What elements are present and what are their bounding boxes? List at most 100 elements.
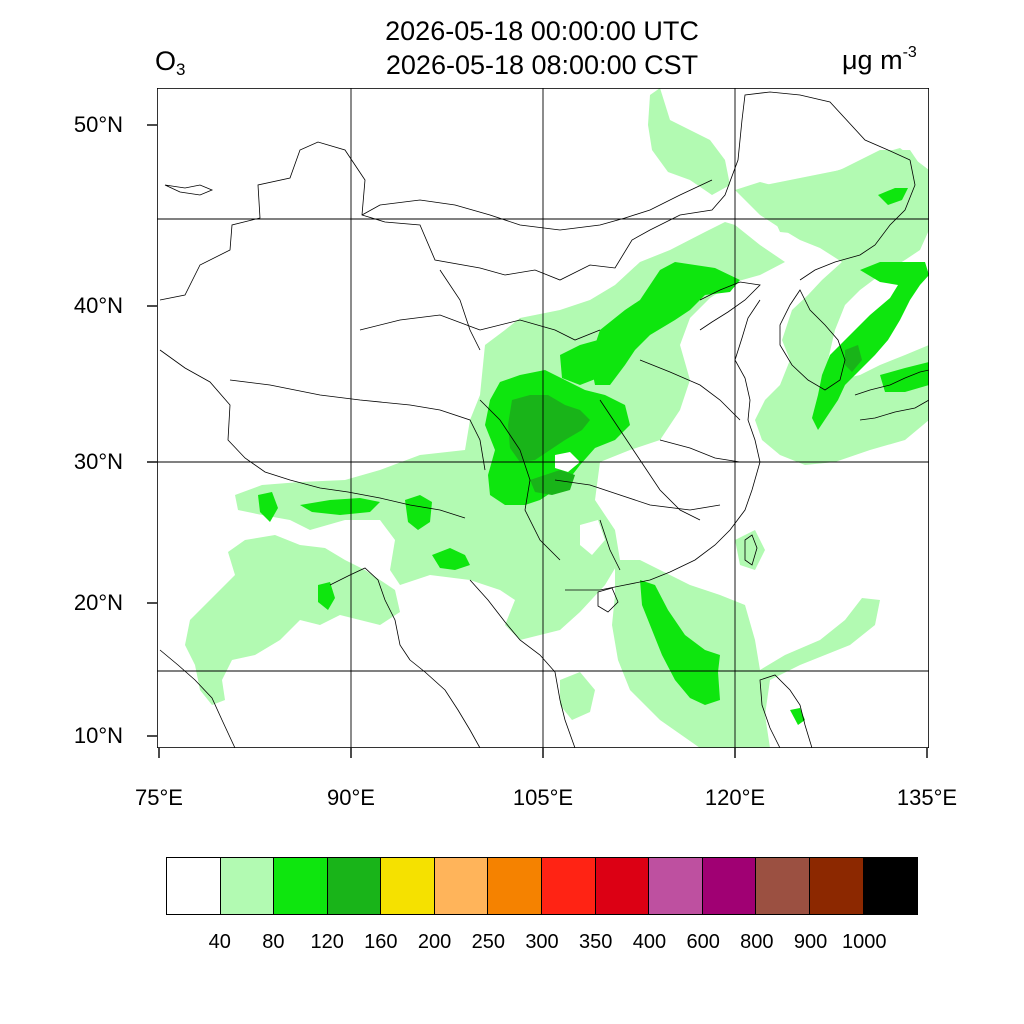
legend-swatch — [702, 858, 757, 914]
lon-label-75e: 75°E — [135, 785, 183, 810]
province-lines-5 — [554, 479, 721, 511]
variable-label: O3 — [155, 46, 185, 80]
core-south-china-sea — [640, 580, 720, 705]
legend-swatch — [542, 858, 596, 914]
legend-tick-label: 400 — [632, 931, 667, 953]
color-legend — [166, 857, 918, 915]
lon-label-105e: 105°E — [512, 785, 574, 810]
title-utc-time: 2026-05-18 00:00:00 UTC — [385, 16, 699, 46]
legend-tick-label: 120 — [310, 931, 344, 953]
province-lines-1 — [479, 319, 601, 341]
province-lines-7 — [659, 439, 741, 463]
taiwan-outline — [744, 534, 758, 566]
legend-swatch — [595, 858, 650, 914]
legend-swatch — [863, 858, 918, 914]
yellow-sea-coast — [699, 281, 761, 331]
legend-tick-label: 40 — [208, 931, 231, 953]
legend-swatch — [167, 858, 221, 914]
core-yunnan — [432, 548, 470, 570]
peak-sichuan-basin — [508, 395, 590, 462]
gap-tibet — [375, 535, 392, 560]
core-north-china-plain — [590, 262, 740, 385]
province-lines-10 — [359, 314, 481, 331]
lat-label-40n: 40°N — [73, 293, 123, 318]
lat-label-30n: 30°N — [73, 449, 123, 474]
legend-swatch — [649, 858, 703, 914]
legend-swatch — [434, 858, 489, 914]
sri-lanka-coast — [164, 184, 214, 196]
field-northeast-arm — [648, 88, 730, 195]
legend-tick-label: 900 — [793, 931, 828, 953]
korea-coast — [779, 289, 846, 391]
core-tibet-west — [258, 492, 278, 522]
legend-swatch — [809, 858, 864, 914]
southeast-asia-border — [409, 659, 481, 748]
lon-label-135e: 135°E — [896, 785, 958, 810]
lat-label-20n: 20°N — [73, 590, 123, 615]
field-taiwan-strait — [735, 530, 765, 570]
core-korea-japan — [812, 262, 929, 430]
province-lines-3 — [599, 399, 701, 521]
core-loess-plateau — [560, 340, 605, 385]
legend-swatch — [327, 858, 382, 914]
legend-swatch — [381, 858, 435, 914]
province-lines-4 — [639, 359, 741, 421]
core-philippines — [790, 708, 805, 725]
legend-swatch — [274, 858, 328, 914]
province-lines-11 — [229, 379, 441, 411]
india-coast — [159, 649, 236, 748]
lat-label-50n: 50°N — [73, 112, 123, 137]
boundary-lines — [159, 91, 929, 748]
core-bengal — [318, 582, 335, 610]
legend-tick-label: 1000 — [842, 931, 887, 953]
province-lines-2 — [479, 399, 561, 561]
legend-swatch — [756, 858, 810, 914]
title-local-time: 2026-05-18 08:00:00 CST — [385, 50, 699, 80]
philippines-outline — [759, 674, 813, 748]
peak-sichuan-south — [530, 470, 575, 495]
china-northeast-coast — [799, 159, 916, 281]
legend-swatch — [488, 858, 543, 914]
legend-tick-label: 600 — [686, 931, 720, 953]
variable-name: O — [155, 46, 177, 76]
core-tibet-strip — [300, 498, 380, 515]
core-northeast-small — [878, 188, 908, 205]
core-tibet-east — [405, 495, 432, 530]
china-east-coast — [565, 299, 761, 591]
china-northwest-border — [159, 91, 911, 301]
field-south-asia — [185, 535, 400, 705]
legend-tick-label: 800 — [740, 931, 774, 953]
unit-text: μg m — [842, 45, 903, 75]
legend-tick-label: 300 — [525, 931, 559, 953]
province-lines-8 — [439, 409, 486, 471]
legend-tick-label: 200 — [417, 931, 452, 953]
japan-coast — [854, 369, 929, 421]
mongolia-border — [361, 179, 713, 231]
indochina-coast — [469, 579, 576, 748]
core-japan-east — [880, 362, 929, 392]
province-lines-9 — [439, 269, 481, 351]
field-northeast-band — [765, 150, 929, 235]
lon-label-120e: 120°E — [704, 785, 766, 810]
legend-swatch — [220, 858, 275, 914]
axis-ticks — [147, 124, 928, 758]
gap-south-china — [580, 520, 605, 555]
unit-superscript: -3 — [902, 44, 917, 61]
legend-tick-label: 350 — [579, 931, 613, 953]
field-indochina — [560, 672, 595, 720]
unit-label: μg m-3 — [842, 44, 917, 76]
bay-of-bengal — [329, 567, 411, 661]
legend-tick-label: 250 — [471, 931, 505, 953]
legend-tick-label: 160 — [364, 931, 398, 953]
variable-subscript: 3 — [176, 60, 186, 79]
graticule — [157, 88, 929, 748]
legend-tick-label: 80 — [262, 931, 285, 953]
peak-korea — [845, 345, 862, 372]
concentration-field — [157, 88, 929, 748]
province-lines-6 — [599, 519, 621, 571]
field-south-china-sea — [612, 560, 880, 748]
contour-band-120-160 — [508, 345, 862, 495]
lon-label-90e: 90°E — [327, 785, 375, 810]
lat-label-10n: 10°N — [73, 723, 123, 748]
